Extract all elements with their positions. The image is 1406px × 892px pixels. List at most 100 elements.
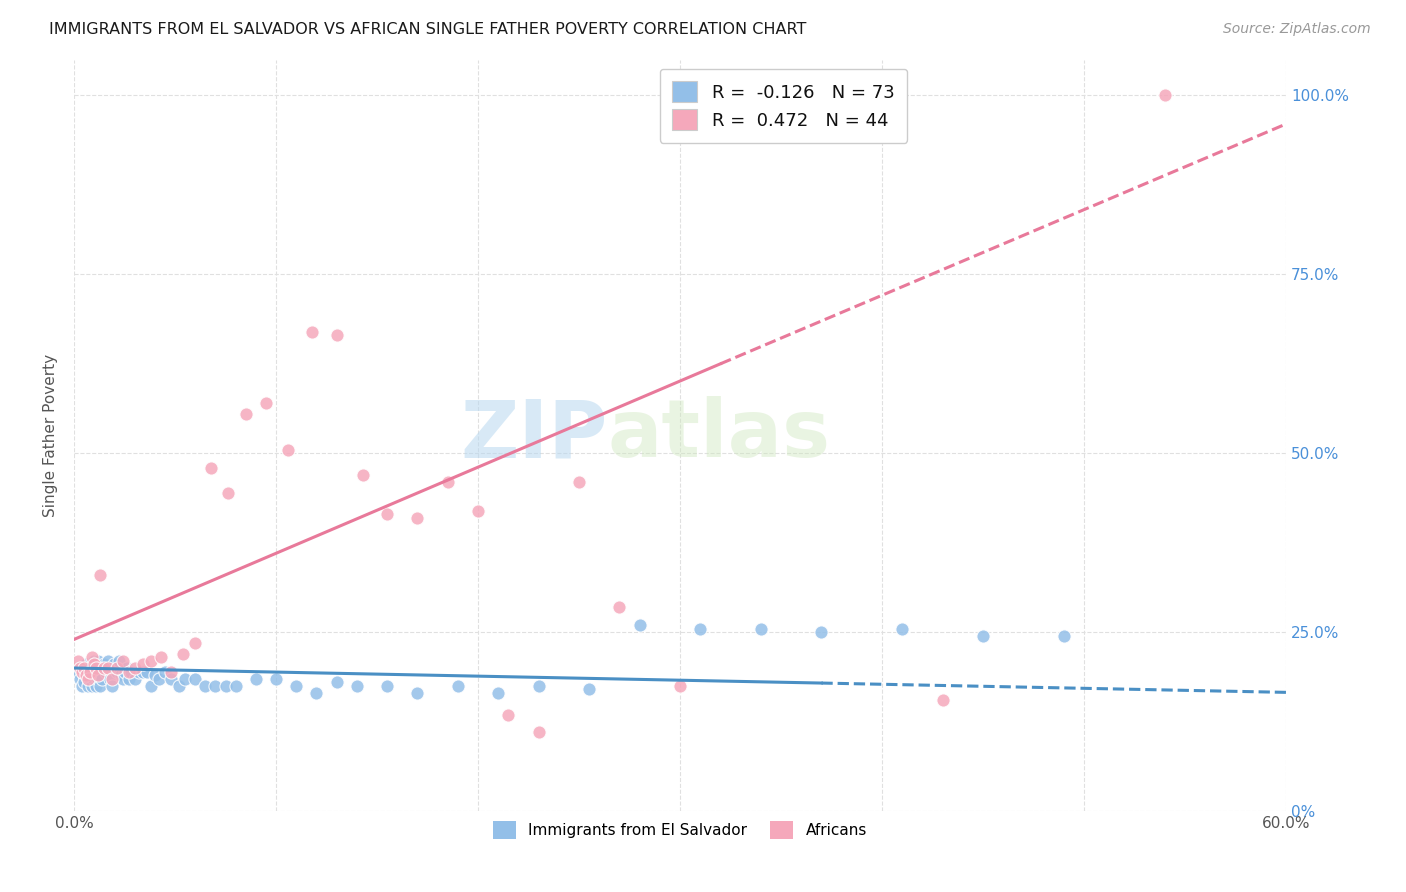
Point (174, 672, 197, 686)
Point (101, 672, 124, 686)
Point (486, 686, 509, 700)
Point (139, 654, 162, 668)
Point (375, 679, 398, 693)
Point (70, 679, 93, 693)
Point (67, 654, 90, 668)
Point (87, 654, 110, 668)
Point (810, 625, 832, 640)
Point (352, 467, 374, 482)
Point (467, 503, 489, 517)
Point (214, 679, 236, 693)
Point (1153, 88, 1175, 103)
Point (100, 672, 122, 686)
Point (77, 672, 100, 686)
Point (69, 661, 91, 675)
Point (346, 679, 368, 693)
Point (75, 665, 97, 679)
Point (77, 672, 100, 686)
Point (689, 622, 711, 636)
Point (305, 686, 328, 700)
Point (82, 679, 104, 693)
Point (132, 665, 155, 679)
Point (87, 672, 110, 686)
Point (89, 668, 111, 682)
Point (285, 679, 308, 693)
Point (91, 661, 114, 675)
Point (96, 665, 118, 679)
Point (578, 682, 600, 697)
Point (139, 679, 162, 693)
Point (111, 654, 134, 668)
Point (89, 679, 111, 693)
Point (93, 661, 115, 675)
Point (194, 679, 217, 693)
Point (124, 672, 146, 686)
Point (89, 568, 111, 582)
Point (972, 629, 994, 643)
Point (83, 672, 105, 686)
Point (301, 325, 323, 339)
Point (204, 679, 226, 693)
Y-axis label: Single Father Poverty: Single Father Poverty (44, 354, 58, 517)
Point (91, 672, 114, 686)
Point (149, 650, 172, 665)
Point (97, 654, 120, 668)
Point (406, 510, 429, 524)
Point (167, 679, 190, 693)
Point (97, 661, 120, 675)
Point (153, 665, 176, 679)
Point (114, 665, 136, 679)
Point (87, 668, 110, 682)
Point (110, 668, 132, 682)
Point (79, 672, 101, 686)
Legend: Immigrants from El Salvador, Africans: Immigrants from El Salvador, Africans (486, 815, 873, 845)
Point (160, 672, 183, 686)
Point (73, 675, 96, 690)
Point (436, 475, 458, 489)
Point (1053, 629, 1076, 643)
Point (447, 679, 470, 693)
Point (609, 600, 631, 615)
Point (128, 665, 150, 679)
Point (82, 665, 104, 679)
Point (891, 622, 914, 636)
Point (73, 668, 96, 682)
Point (225, 679, 247, 693)
Point (117, 672, 139, 686)
Point (254, 396, 277, 410)
Point (135, 665, 157, 679)
Point (84, 665, 107, 679)
Point (148, 672, 170, 686)
Point (73, 661, 96, 675)
Point (117, 665, 139, 679)
Point (325, 675, 347, 690)
Point (67, 665, 90, 679)
Point (669, 679, 692, 693)
Point (132, 657, 155, 672)
Point (83, 657, 105, 672)
Point (70, 661, 93, 675)
Point (124, 661, 146, 675)
Point (105, 665, 128, 679)
Point (527, 679, 550, 693)
Point (235, 407, 257, 421)
Point (79, 665, 101, 679)
Point (406, 686, 429, 700)
Point (69, 672, 91, 686)
Point (84, 679, 107, 693)
Point (75, 668, 97, 682)
Point (498, 707, 520, 722)
Point (79, 661, 101, 675)
Text: Source: ZipAtlas.com: Source: ZipAtlas.com (1223, 22, 1371, 37)
Point (115, 661, 138, 675)
Point (527, 725, 550, 739)
Point (107, 654, 129, 668)
Point (749, 622, 772, 636)
Point (111, 672, 134, 686)
Point (217, 485, 239, 500)
Point (70, 665, 93, 679)
Point (84, 661, 107, 675)
Point (200, 460, 222, 475)
Point (93, 657, 115, 672)
Point (245, 672, 267, 686)
